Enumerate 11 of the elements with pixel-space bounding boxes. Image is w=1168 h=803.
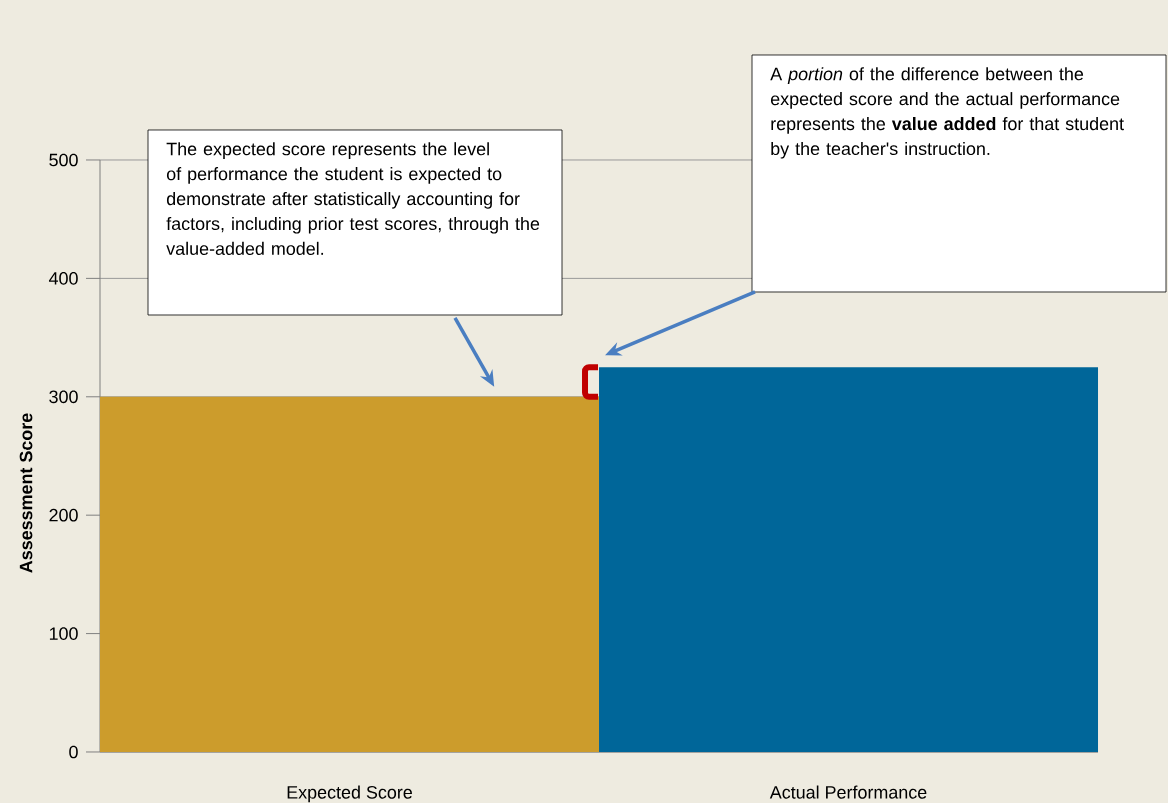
text: A portion of the difference between the expected score and the actual performance represents the value added for that student by the teacher's instruction.: [770, 67, 1124, 159]
y-tick-label: 200: [49, 508, 78, 522]
y-axis-title: Assessment Score: [19, 413, 33, 573]
y-tick-label: 100: [49, 627, 78, 640]
x-tick-label: Actual Performance: [769, 785, 927, 799]
y-tick-label: 500: [49, 153, 78, 167]
x-tick-label: Expected Score: [287, 785, 412, 803]
y-tick-label: 0: [69, 745, 78, 759]
y-tick-label: 400: [48, 272, 78, 285]
y-tick-label: 300: [49, 390, 78, 404]
annotation: The expected score represents the level of performance the student is expected to demonstrate after statistically accounting for factors, including prior test scores, through the value-added model.: [166, 142, 540, 255]
